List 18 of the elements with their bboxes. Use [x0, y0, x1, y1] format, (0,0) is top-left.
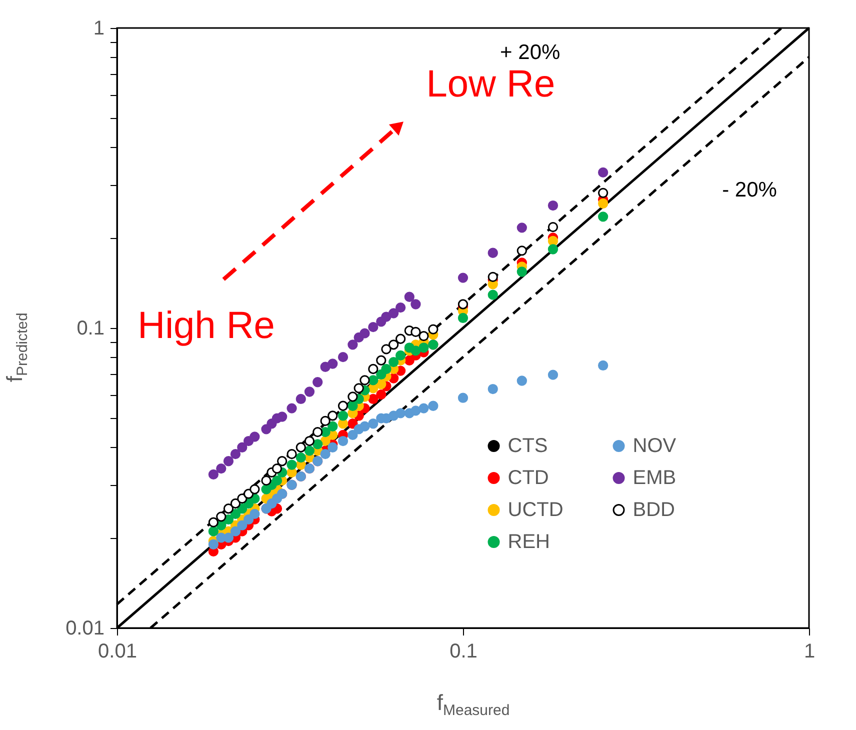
annotation: - 20% — [722, 178, 777, 202]
legend-label: REH — [508, 531, 550, 553]
annotation: + 20% — [500, 41, 560, 64]
x-tick-label: 0.01 — [98, 640, 137, 662]
legend-label: UCTD — [508, 499, 564, 521]
x-tick-label: 1 — [804, 640, 816, 662]
y-tick-label: 0.01 — [66, 618, 104, 640]
legend-label: BDD — [632, 499, 675, 521]
annotation: Low Re — [426, 64, 556, 106]
legend-label: NOV — [632, 435, 677, 457]
y-tick-label: 1 — [93, 18, 104, 40]
x-tick-label: 0.1 — [450, 640, 478, 662]
legend-label: CTD — [508, 467, 549, 489]
annotation: High Re — [138, 304, 275, 347]
legend-label: CTS — [508, 435, 548, 457]
y-tick-label: 0.1 — [76, 318, 104, 340]
legend-label: EMB — [632, 467, 676, 489]
y-axis-title: fPredicted — [2, 312, 31, 382]
